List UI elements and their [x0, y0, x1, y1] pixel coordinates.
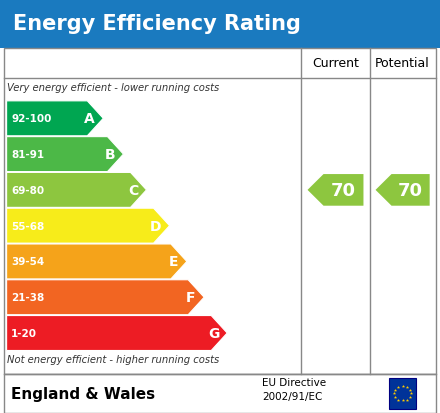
Text: 39-54: 39-54: [11, 257, 44, 267]
Text: F: F: [186, 290, 195, 304]
Polygon shape: [308, 175, 363, 206]
FancyBboxPatch shape: [0, 0, 440, 49]
Polygon shape: [7, 137, 124, 172]
Text: 55-68: 55-68: [11, 221, 44, 231]
Text: 70: 70: [331, 181, 356, 199]
Text: A: A: [84, 112, 95, 126]
Polygon shape: [7, 102, 103, 136]
Polygon shape: [7, 209, 169, 244]
Text: 70: 70: [398, 181, 423, 199]
Text: Energy Efficiency Rating: Energy Efficiency Rating: [13, 14, 301, 34]
Text: 21-38: 21-38: [11, 292, 44, 302]
Polygon shape: [7, 173, 147, 208]
Text: Potential: Potential: [375, 57, 430, 70]
Polygon shape: [7, 316, 227, 351]
Text: E: E: [169, 255, 178, 269]
Text: England & Wales: England & Wales: [11, 386, 155, 401]
Polygon shape: [7, 280, 204, 315]
Text: 69-80: 69-80: [11, 185, 44, 195]
Text: G: G: [208, 326, 219, 340]
Text: Current: Current: [312, 57, 359, 70]
Text: Very energy efficient - lower running costs: Very energy efficient - lower running co…: [7, 83, 219, 93]
Text: B: B: [105, 148, 115, 162]
Text: 92-100: 92-100: [11, 114, 51, 124]
FancyBboxPatch shape: [4, 49, 436, 374]
Polygon shape: [7, 244, 187, 279]
Text: D: D: [150, 219, 162, 233]
Text: EU Directive
2002/91/EC: EU Directive 2002/91/EC: [262, 377, 326, 401]
Text: Not energy efficient - higher running costs: Not energy efficient - higher running co…: [7, 354, 219, 364]
FancyBboxPatch shape: [389, 378, 416, 409]
Text: C: C: [128, 183, 138, 197]
FancyBboxPatch shape: [4, 374, 436, 413]
Polygon shape: [376, 175, 430, 206]
Text: 81-91: 81-91: [11, 150, 44, 160]
Text: 1-20: 1-20: [11, 328, 37, 338]
